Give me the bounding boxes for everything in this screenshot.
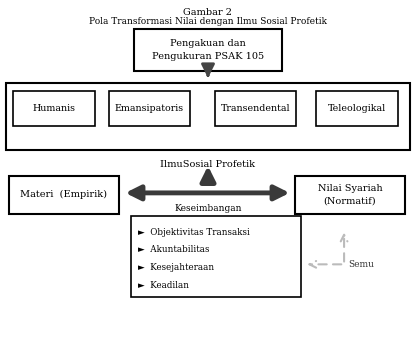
- Bar: [109, 91, 190, 126]
- Text: Transendental: Transendental: [221, 104, 290, 113]
- Text: Gambar 2: Gambar 2: [183, 8, 233, 17]
- Text: IlmuSosial Profetik: IlmuSosial Profetik: [161, 160, 255, 169]
- Bar: [295, 176, 405, 214]
- Text: Emansipatoris: Emansipatoris: [115, 104, 184, 113]
- Text: Nilai Syariah
(Normatif): Nilai Syariah (Normatif): [318, 184, 382, 206]
- Text: Pengakuan dan
Pengukuran PSAK 105: Pengakuan dan Pengukuran PSAK 105: [152, 39, 264, 61]
- Bar: [13, 91, 95, 126]
- Text: Keseimbangan: Keseimbangan: [174, 204, 242, 213]
- Text: Pola Transformasi Nilai dengan Ilmu Sosial Profetik: Pola Transformasi Nilai dengan Ilmu Sosi…: [89, 17, 327, 26]
- Bar: [134, 29, 282, 71]
- Bar: [131, 216, 301, 297]
- Text: Materi  (Empirik): Materi (Empirik): [20, 190, 107, 200]
- Text: Humanis: Humanis: [32, 104, 76, 113]
- Text: Teleologikal: Teleologikal: [328, 104, 386, 113]
- Text: ►  Objektivitas Transaksi: ► Objektivitas Transaksi: [139, 228, 250, 237]
- Bar: [6, 83, 410, 150]
- Bar: [316, 91, 398, 126]
- Bar: [215, 91, 297, 126]
- Text: Semu: Semu: [348, 260, 374, 269]
- Text: ►  Keadilan: ► Keadilan: [139, 281, 189, 290]
- Bar: [9, 176, 119, 214]
- Text: ►  Akuntabilitas: ► Akuntabilitas: [139, 246, 210, 255]
- Text: ►  Kesejahteraan: ► Kesejahteraan: [139, 264, 215, 272]
